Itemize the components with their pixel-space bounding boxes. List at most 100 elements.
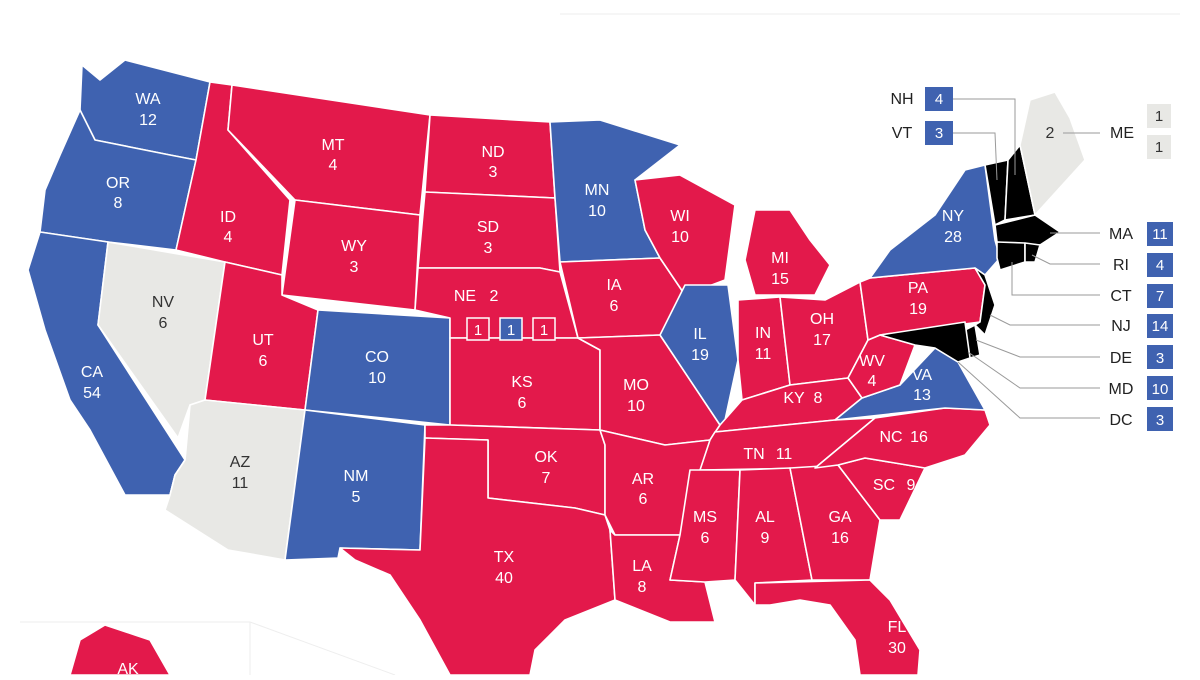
state-MA[interactable]	[994, 214, 1061, 246]
label-AR-abbr: AR	[632, 471, 654, 488]
ct-ev: 7	[1156, 288, 1164, 305]
label-LA-ev: 8	[638, 579, 647, 596]
label-CO-ev: 10	[368, 370, 386, 387]
label-AL-ev: 9	[761, 530, 770, 547]
ma-ev: 11	[1152, 226, 1168, 243]
label-NV-abbr: NV	[152, 294, 175, 311]
label-SC-ev: 9	[907, 477, 916, 494]
state-labels: WA 12 OR 8 CA 54 NV 6 ID 4 MT 4 WY 3 UT …	[81, 91, 965, 678]
state-shapes	[27, 59, 1086, 676]
state-NM[interactable]	[284, 409, 426, 561]
label-IA-ev: 6	[610, 298, 619, 315]
state-NJ[interactable]	[974, 267, 996, 336]
label-MT-abbr: MT	[321, 137, 344, 154]
dc-ev: 3	[1156, 412, 1164, 429]
label-OH-ev: 17	[813, 332, 831, 349]
label-SD-abbr: SD	[477, 219, 499, 236]
nj-abbr: NJ	[1111, 318, 1131, 335]
label-GA-ev: 16	[831, 530, 849, 547]
ma-abbr: MA	[1109, 226, 1133, 243]
label-KS-ev: 6	[518, 395, 527, 412]
label-MS-abbr: MS	[693, 509, 717, 526]
nj-leader-line	[989, 314, 1100, 326]
ct-ev-box	[1147, 284, 1173, 308]
ct-abbr: CT	[1110, 288, 1132, 305]
label-IA-abbr: IA	[606, 277, 621, 294]
label-NM-ev: 5	[352, 489, 361, 506]
label-GA-abbr: GA	[828, 509, 851, 526]
label-MO-abbr: MO	[623, 377, 649, 394]
ne-district-value-3: 1	[540, 322, 548, 339]
label-MS-ev: 6	[701, 530, 710, 547]
label-MN-abbr: MN	[585, 182, 610, 199]
label-MI-ev: 15	[771, 271, 789, 288]
md-ev-box	[1147, 376, 1173, 400]
nh-ev-box	[925, 87, 953, 111]
label-AK-abbr: AK	[117, 661, 139, 675]
vt-ev: 3	[935, 125, 943, 142]
label-NC-ev: 16	[910, 429, 928, 446]
de-ev-box	[1147, 345, 1173, 369]
label-NV-ev: 6	[159, 315, 168, 332]
md-abbr: MD	[1109, 381, 1134, 398]
label-VA-abbr: VA	[912, 367, 932, 384]
label-NC-abbr: NC	[879, 429, 902, 446]
ct-leader-line	[1011, 262, 1100, 296]
label-LA-abbr: LA	[632, 558, 652, 575]
state-CO[interactable]	[304, 309, 451, 426]
vt-leader-line	[953, 132, 998, 181]
ne-small-state-callouts: NH 4 VT 3	[890, 87, 1016, 181]
label-OR-ev: 8	[114, 195, 123, 212]
state-FL[interactable]	[754, 579, 921, 676]
label-FL-ev: 30	[888, 640, 906, 657]
label-CA-ev: 54	[83, 385, 101, 402]
label-NE-ev: 2	[490, 288, 499, 305]
me-district-box-2	[1147, 135, 1171, 159]
dc-ev-box	[1147, 407, 1173, 431]
label-NM-abbr: NM	[344, 468, 369, 485]
state-ME[interactable]	[1019, 91, 1086, 216]
label-KS-abbr: KS	[511, 374, 532, 391]
nh-ev: 4	[935, 91, 943, 108]
vt-abbr: VT	[892, 125, 913, 142]
state-OR[interactable]	[39, 109, 197, 251]
label-CO-abbr: CO	[365, 349, 389, 366]
state-WY[interactable]	[281, 199, 421, 311]
nj-ev: 14	[1152, 318, 1169, 335]
label-OH-abbr: OH	[810, 311, 834, 328]
label-WI-abbr: WI	[670, 208, 690, 225]
label-AL-abbr: AL	[755, 509, 775, 526]
label-PA-abbr: PA	[908, 280, 928, 297]
label-IL-abbr: IL	[693, 326, 706, 343]
ri-abbr: RI	[1113, 257, 1129, 274]
de-abbr: DE	[1110, 350, 1132, 367]
label-MO-ev: 10	[627, 398, 645, 415]
label-WY-abbr: WY	[341, 238, 367, 255]
de-ev: 3	[1156, 350, 1164, 367]
dc-leader-line	[957, 361, 1100, 419]
state-TX[interactable]	[339, 437, 616, 676]
ne-district-box-2	[499, 317, 523, 341]
me-abbr: ME	[1110, 125, 1134, 142]
nh-abbr: NH	[890, 91, 913, 108]
label-KY-ev: 8	[814, 390, 823, 407]
label-ND-abbr: ND	[481, 144, 504, 161]
label-UT-ev: 6	[259, 353, 268, 370]
ne-district-box-1	[466, 317, 490, 341]
nj-ev-box	[1147, 314, 1173, 338]
ri-leader-line	[1031, 254, 1100, 265]
state-MI[interactable]	[744, 209, 831, 296]
label-WV-ev: 4	[868, 373, 877, 390]
label-IN-abbr: IN	[755, 325, 771, 342]
me-district-box-1	[1147, 104, 1171, 128]
label-IL-ev: 19	[691, 347, 709, 364]
ne-district-value-1: 1	[474, 322, 482, 339]
label-FL-abbr: FL	[888, 619, 907, 636]
label-OK-ev: 7	[542, 470, 551, 487]
state-NC[interactable]	[814, 407, 991, 469]
label-WI-ev: 10	[671, 229, 689, 246]
ri-ev: 4	[1156, 257, 1164, 274]
ne-district-value-2: 1	[507, 322, 515, 339]
